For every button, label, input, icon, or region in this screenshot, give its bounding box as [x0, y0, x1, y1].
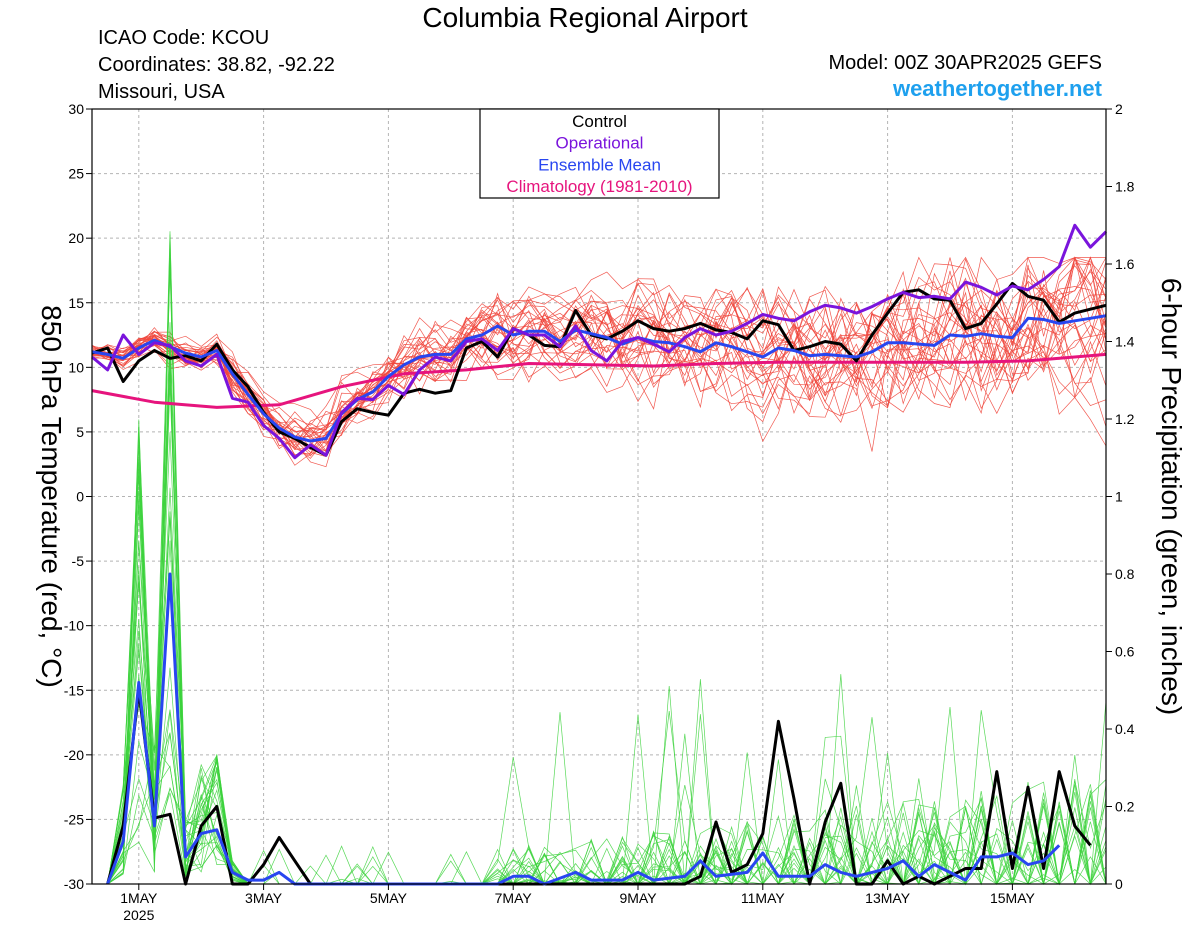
y-left-tick-label: 5: [76, 424, 84, 440]
legend-entry: Control: [572, 112, 627, 131]
precipitation-member-line: [92, 384, 1107, 886]
y-left-tick-label: -30: [64, 876, 84, 892]
coordinates-label: Coordinates: 38.82, -92.22: [98, 54, 335, 76]
y-right-tick-label: 0.6: [1115, 644, 1135, 660]
y-left-tick-label: -25: [64, 811, 84, 827]
model-run-label: Model: 00Z 30APR2025 GEFS: [828, 52, 1102, 74]
precipitation-member-line: [92, 582, 1107, 886]
precipitation-member-line: [92, 540, 1107, 885]
y-left-tick-label: -10: [64, 618, 84, 634]
legend-entry: Ensemble Mean: [538, 155, 661, 174]
precipitation-ensemble-mean-line: [106, 572, 1061, 886]
y-left-tick-label: 10: [68, 359, 84, 375]
x-tick-label: 13MAY: [865, 890, 911, 906]
y-right-tick-label: 0.8: [1115, 566, 1135, 582]
location-label: Missouri, USA: [98, 81, 225, 103]
temperature-member-line: [91, 256, 1107, 449]
y-right-tick-label: 1: [1115, 489, 1123, 505]
deterministic-series: [91, 223, 1108, 886]
legend: Control Operational Ensemble Mean Climatolo…: [479, 108, 720, 199]
x-tick-label: 1MAY: [120, 890, 158, 906]
y-left-tick-label: 20: [68, 230, 84, 246]
y-right-tick-label: 1.4: [1115, 334, 1135, 350]
y-right-axis-title: 6-hour Precipitation (green, inches): [1156, 278, 1187, 715]
x-tick-label: 5MAY: [370, 890, 408, 906]
temperature-member-line: [91, 286, 1107, 466]
y-left-tick-label: -20: [64, 747, 84, 763]
precipitation-member-line: [92, 369, 1107, 885]
precipitation-member-line: [92, 348, 1106, 885]
grid-lines: [92, 109, 1106, 884]
precipitation-member-line: [92, 471, 1106, 886]
temperature-member-line: [91, 274, 1107, 445]
precipitation-member-line: [92, 234, 1106, 886]
x-tick-label: 9MAY: [619, 890, 657, 906]
y-left-tick-label: 0: [76, 489, 84, 505]
legend-entry: Climatology (1981-2010): [506, 177, 692, 196]
temperature-ensemble-mean-line: [91, 314, 1107, 443]
precipitation-member-line: [92, 575, 1107, 885]
y-left-tick-label: 30: [68, 101, 84, 117]
chart-title: Columbia Regional Airport: [422, 2, 748, 33]
site-link[interactable]: weathertogether.net: [892, 76, 1102, 101]
precipitation-member-line: [92, 432, 1107, 885]
y-right-tick-label: 1.6: [1115, 256, 1135, 272]
icao-code-label: ICAO Code: KCOU: [98, 27, 270, 49]
y-left-tick-label: 25: [68, 166, 84, 182]
x-tick-label: 15MAY: [990, 890, 1036, 906]
precipitation-member-line: [92, 459, 1106, 885]
x-tick-label: 11MAY: [741, 890, 785, 906]
temperature-member-line: [91, 256, 1107, 443]
y-right-tick-label: 1.2: [1115, 411, 1135, 427]
temperature-member-line: [91, 256, 1107, 438]
precipitation-member-line: [92, 257, 1107, 885]
temperature-member-line: [91, 308, 1107, 455]
axes: 302520151050-5-10-15-20-25-3021.81.61.41…: [36, 101, 1187, 923]
temperature-member-line: [91, 256, 1107, 459]
precipitation-member-line: [92, 342, 1106, 886]
y-right-tick-label: 0.4: [1115, 721, 1135, 737]
y-right-tick-label: 1.8: [1115, 179, 1135, 195]
precipitation-control-line: [106, 688, 1092, 886]
precipitation-member-line: [92, 512, 1107, 886]
legend-entry: Operational: [556, 134, 644, 153]
y-left-tick-label: -5: [72, 553, 85, 569]
temperature-member-line: [91, 257, 1107, 429]
precipitation-member-line: [92, 354, 1106, 886]
precipitation-member-line: [92, 487, 1106, 886]
x-tick-sublabel: 2025: [123, 907, 154, 923]
x-tick-label: 7MAY: [495, 890, 533, 906]
y-left-tick-label: -15: [64, 682, 84, 698]
y-left-tick-label: 15: [68, 295, 84, 311]
x-tick-label: 3MAY: [245, 890, 283, 906]
temperature-member-line: [91, 256, 1107, 438]
y-right-tick-label: 0.2: [1115, 799, 1135, 815]
precipitation-member-line: [92, 371, 1107, 885]
y-left-axis-title: 850 hPa Temperature (red, °C): [36, 305, 67, 688]
precipitation-member-line: [92, 431, 1106, 885]
legend-box: [479, 108, 720, 199]
precipitation-member-line: [92, 349, 1106, 886]
precipitation-member-line: [92, 643, 1107, 886]
y-right-tick-label: 0: [1115, 876, 1123, 892]
y-right-tick-label: 2: [1115, 101, 1123, 117]
temperature-member-line: [91, 256, 1107, 446]
temperature-operational-line: [91, 223, 1108, 460]
